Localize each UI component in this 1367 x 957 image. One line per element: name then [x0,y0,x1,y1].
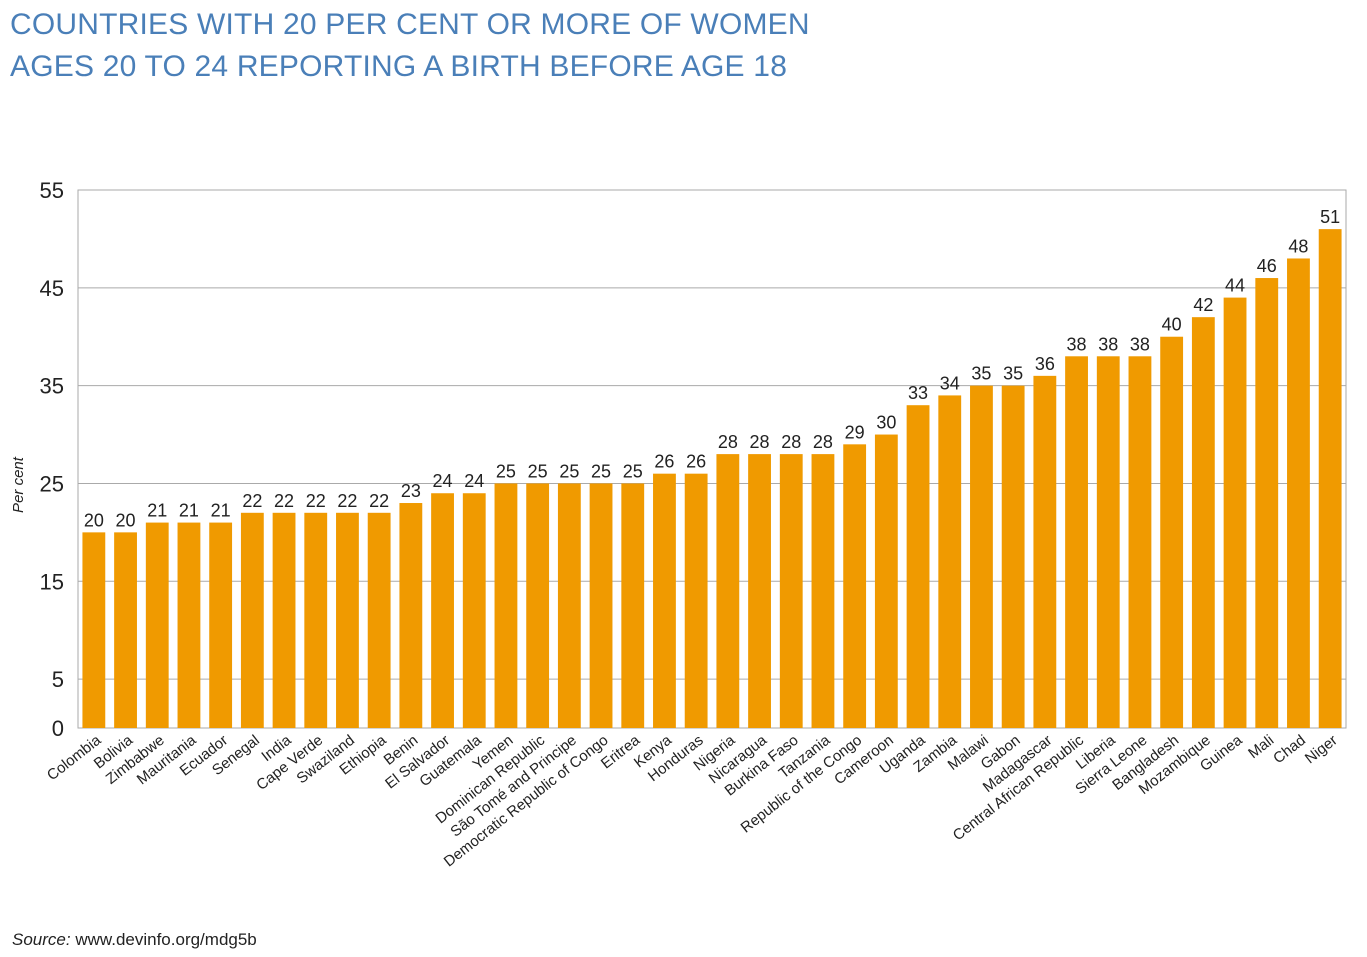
bar [1318,229,1342,729]
y-tick-label: 45 [40,276,64,301]
source-label: Source: [12,930,71,949]
bar-value-label: 24 [464,471,484,491]
bar [874,434,898,728]
bar-value-label: 21 [211,501,231,521]
bar [906,405,930,728]
bar [272,512,296,728]
y-tick-label: 35 [40,374,64,399]
bar-value-label: 23 [401,481,421,501]
bar-value-label: 22 [274,491,294,511]
bar [431,493,454,728]
bar-value-label: 51 [1320,207,1340,227]
bar-value-label: 35 [1003,364,1023,384]
bar [209,522,233,728]
bar-value-label: 26 [686,452,706,472]
bar-value-label: 22 [369,491,389,511]
bar-value-label: 38 [1098,334,1118,354]
bar [304,512,328,728]
bar [1191,317,1215,728]
bar [494,483,518,728]
bar-value-label: 20 [84,510,104,530]
bar [1128,356,1152,728]
bar [177,522,201,728]
bar [938,395,962,728]
bar [1096,356,1120,728]
bar-value-label: 40 [1162,315,1182,335]
chart-title-line-2: AGES 20 TO 24 REPORTING A BIRTH BEFORE A… [10,50,788,83]
bar-value-label: 38 [1130,334,1150,354]
bar-value-label: 36 [1035,354,1055,374]
x-tick-label: Niger [1302,732,1341,767]
bar-value-label: 21 [147,501,167,521]
bar-value-label: 28 [718,432,738,452]
bar-value-label: 25 [623,461,643,481]
bar [970,385,993,728]
y-tick-label: 15 [40,569,64,594]
bar-value-label: 44 [1225,276,1245,296]
bar-value-label: 35 [971,364,991,384]
bar-value-label: 30 [876,413,896,433]
y-tick-label: 5 [52,667,64,692]
chart-title-line-1: COUNTRIES WITH 20 PER CENT OR MORE OF WO… [10,8,810,41]
bar [843,444,867,728]
y-tick-label: 0 [52,716,64,741]
bar-value-label: 28 [813,432,833,452]
bar-value-label: 29 [845,422,865,442]
bar-value-label: 21 [179,501,199,521]
bar-value-label: 46 [1257,256,1277,276]
bar-value-label: 22 [337,491,357,511]
bar [716,454,740,728]
bar [526,483,550,728]
bar [114,532,137,728]
bar [589,483,613,728]
bar-value-label: 42 [1193,295,1213,315]
y-tick-label: 25 [40,471,64,496]
bar [621,483,645,728]
plot-frame [77,189,1347,729]
bar [811,454,835,728]
bar [1287,258,1310,728]
source-text: www.devinfo.org/mdg5b [75,930,257,949]
bar-value-label: 26 [654,452,674,472]
bar [653,473,676,728]
bar [145,522,169,728]
y-tick-label: 55 [40,178,64,203]
bar [462,493,486,728]
source-note: Source: www.devinfo.org/mdg5b [12,930,257,950]
bar [82,532,106,728]
bar [1065,356,1088,728]
bar-value-label: 25 [528,461,548,481]
bar-value-label: 25 [496,461,516,481]
bar-value-label: 48 [1288,236,1308,256]
bar [1160,336,1184,728]
bar-value-label: 25 [591,461,611,481]
bar [1223,297,1247,728]
bar-value-label: 22 [242,491,262,511]
bar [1255,278,1279,728]
bar [240,512,264,728]
bar-value-label: 24 [433,471,453,491]
bar [367,512,391,728]
bar [1033,375,1057,728]
bar [336,512,359,728]
bar-value-label: 33 [908,383,928,403]
bar-value-label: 22 [306,491,326,511]
bar-value-label: 38 [1067,334,1087,354]
y-axis-label: Per cent [10,456,27,513]
bar [779,454,803,728]
bar-value-label: 25 [559,461,579,481]
chart-title: COUNTRIES WITH 20 PER CENT OR MORE OF WO… [10,4,1110,88]
bar-value-label: 28 [781,432,801,452]
bar-value-label: 28 [750,432,770,452]
bar-value-label: 34 [940,373,960,393]
bar [748,454,771,728]
bar [1001,385,1025,728]
bar-value-label: 20 [116,510,136,530]
bar [557,483,581,728]
bar [684,473,708,728]
x-tick-label: Chad [1270,732,1309,767]
bar [399,503,423,728]
